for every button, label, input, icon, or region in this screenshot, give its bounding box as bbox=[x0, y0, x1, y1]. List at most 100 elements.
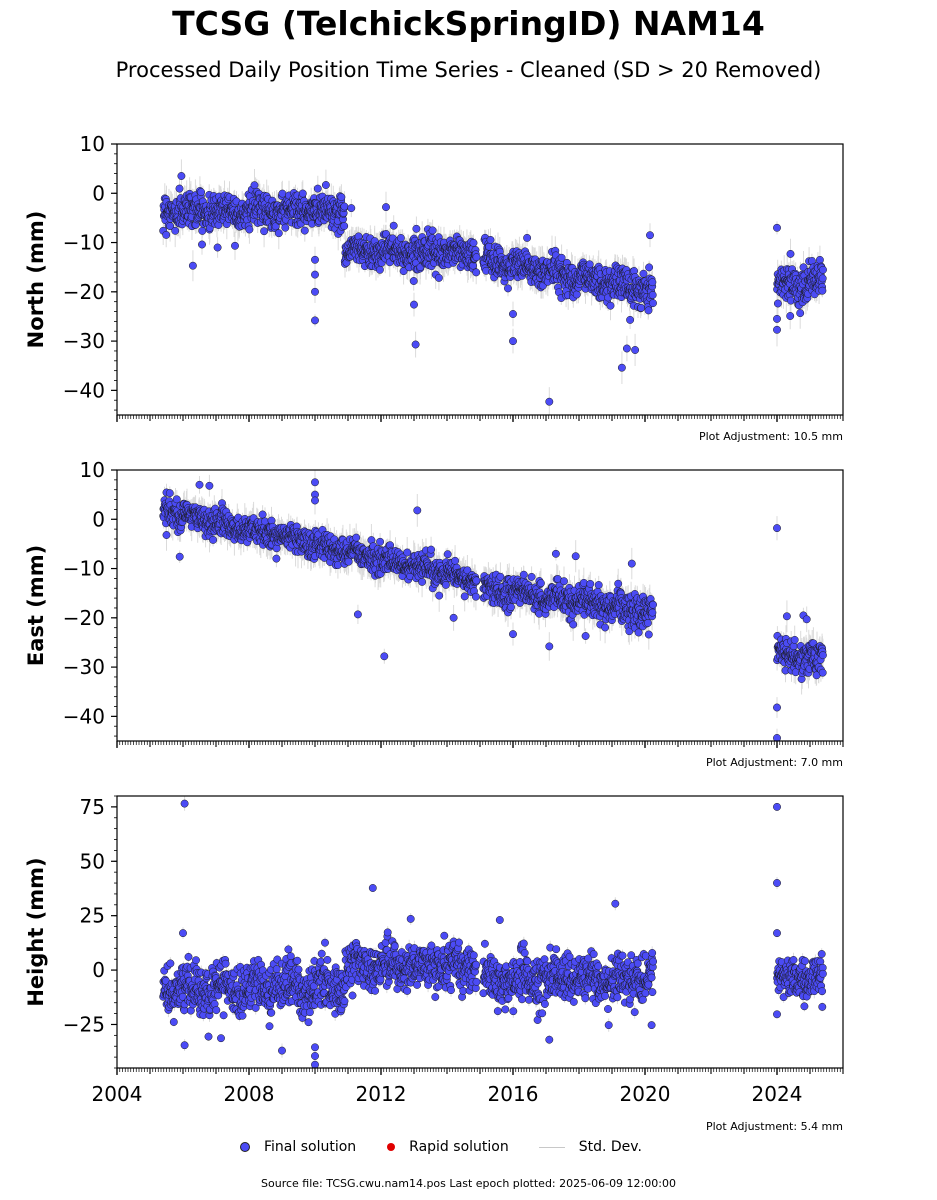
plot-adjustment-label: Plot Adjustment: 7.0 mm bbox=[706, 756, 843, 769]
data-point bbox=[520, 949, 529, 957]
data-point bbox=[221, 959, 230, 968]
data-point bbox=[545, 397, 554, 406]
data-point bbox=[519, 570, 528, 579]
data-point bbox=[403, 548, 412, 557]
data-point bbox=[627, 559, 636, 568]
data-point bbox=[441, 580, 450, 589]
data-point bbox=[198, 226, 207, 235]
data-point bbox=[274, 229, 283, 238]
data-point bbox=[245, 225, 254, 234]
y-tick-label: −10 bbox=[63, 557, 105, 581]
data-point bbox=[340, 202, 349, 211]
data-point bbox=[579, 578, 588, 587]
data-point bbox=[796, 309, 805, 318]
y-tick-label: −10 bbox=[63, 231, 105, 255]
data-point bbox=[818, 651, 827, 660]
data-point bbox=[427, 545, 436, 554]
data-point bbox=[411, 340, 420, 349]
data-point bbox=[523, 233, 532, 242]
data-point bbox=[644, 306, 653, 315]
data-point bbox=[375, 265, 384, 274]
y-tick-label: 10 bbox=[80, 132, 105, 156]
y-axis-label: East (mm) bbox=[24, 545, 48, 666]
data-point bbox=[472, 253, 481, 262]
data-point bbox=[786, 312, 795, 320]
data-point bbox=[311, 316, 319, 325]
data-point bbox=[333, 561, 342, 569]
data-point bbox=[434, 273, 443, 282]
plot-adjustment-label: Plot Adjustment: 10.5 mm bbox=[699, 430, 843, 443]
data-point bbox=[371, 986, 380, 995]
data-point bbox=[648, 278, 657, 287]
data-point bbox=[471, 592, 480, 601]
data-point bbox=[773, 299, 782, 308]
data-point bbox=[649, 600, 657, 609]
data-point bbox=[399, 267, 408, 276]
data-point bbox=[447, 986, 455, 995]
chart-title: TCSG (TelchickSpringID) NAM14 bbox=[172, 4, 765, 43]
data-point bbox=[205, 481, 214, 490]
data-point bbox=[231, 241, 239, 250]
data-point bbox=[557, 253, 566, 262]
data-point bbox=[293, 956, 302, 965]
data-point bbox=[321, 181, 330, 189]
data-point bbox=[523, 957, 532, 966]
data-point bbox=[472, 268, 481, 277]
data-point bbox=[166, 959, 175, 968]
data-point bbox=[644, 630, 653, 639]
data-point bbox=[311, 478, 319, 487]
data-point bbox=[560, 577, 568, 586]
data-point bbox=[317, 949, 326, 958]
data-point bbox=[472, 977, 481, 986]
data-point bbox=[504, 284, 512, 293]
data-point bbox=[198, 240, 206, 249]
data-point bbox=[413, 980, 422, 989]
data-point bbox=[169, 1018, 178, 1026]
data-point bbox=[250, 181, 259, 190]
data-point bbox=[649, 299, 657, 308]
data-point bbox=[443, 550, 452, 559]
data-point bbox=[773, 524, 781, 533]
data-point bbox=[390, 942, 399, 951]
data-point bbox=[571, 552, 580, 561]
data-point bbox=[648, 608, 657, 617]
data-point bbox=[162, 230, 171, 239]
data-point bbox=[162, 531, 171, 539]
data-point bbox=[219, 1011, 228, 1020]
data-point bbox=[340, 997, 349, 1006]
y-tick-label: 10 bbox=[80, 458, 105, 482]
chart-subtitle: Processed Daily Position Time Series - C… bbox=[115, 58, 822, 82]
data-point bbox=[472, 960, 481, 969]
data-layer bbox=[159, 159, 827, 415]
data-point bbox=[431, 993, 440, 1001]
data-point bbox=[260, 227, 269, 236]
data-point bbox=[773, 223, 781, 232]
y-tick-label: −40 bbox=[63, 704, 105, 728]
data-point bbox=[440, 931, 449, 940]
data-point bbox=[594, 581, 603, 589]
data-point bbox=[469, 238, 478, 247]
data-point bbox=[380, 652, 389, 661]
data-point bbox=[617, 363, 626, 372]
data-point bbox=[396, 234, 405, 242]
data-point bbox=[538, 1009, 547, 1018]
data-point bbox=[175, 184, 184, 193]
data-point bbox=[643, 619, 652, 627]
data-point bbox=[305, 1008, 314, 1017]
data-point bbox=[171, 226, 180, 235]
data-point bbox=[493, 1007, 502, 1016]
data-point bbox=[527, 572, 536, 581]
data-point bbox=[265, 1022, 274, 1031]
data-point bbox=[551, 549, 560, 558]
data-point bbox=[353, 610, 362, 619]
data-point bbox=[449, 613, 458, 622]
y-axis-label: North (mm) bbox=[24, 211, 48, 349]
data-point bbox=[271, 222, 280, 231]
data-point bbox=[648, 291, 657, 299]
data-point bbox=[410, 300, 418, 309]
data-point bbox=[469, 951, 478, 960]
data-point bbox=[284, 945, 293, 954]
data-point bbox=[412, 224, 421, 233]
data-point bbox=[818, 286, 827, 295]
data-point bbox=[321, 938, 329, 947]
